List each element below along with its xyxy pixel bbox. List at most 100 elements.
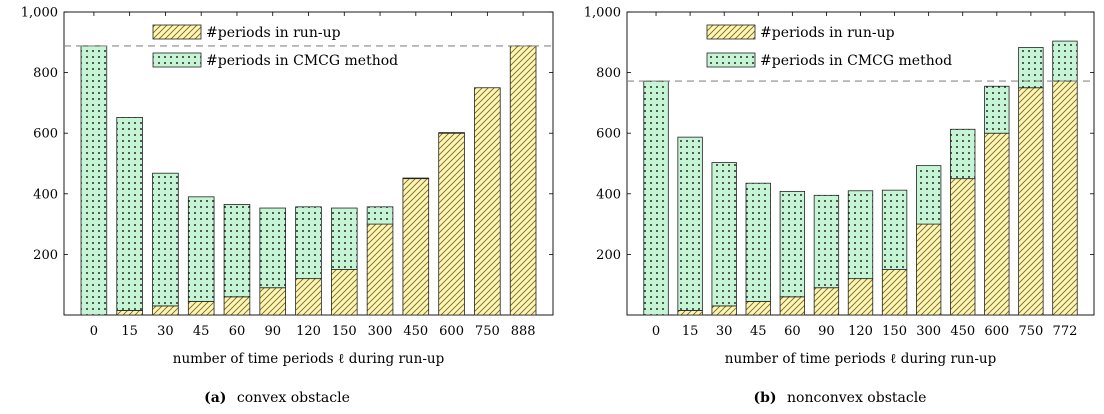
bar-cmcg-120 <box>295 206 322 280</box>
bar-runup-772 <box>1052 80 1078 316</box>
bar-cmcg-750 <box>1018 47 1044 89</box>
bar-cmcg-60 <box>223 204 251 298</box>
bar-runup-888 <box>509 45 537 316</box>
bar-cmcg-30 <box>711 162 737 307</box>
bar-cmcg-90 <box>813 194 840 289</box>
bar-cmcg-15 <box>677 136 703 311</box>
x-tick-label: 120 <box>296 324 321 339</box>
y-tick-label: 800 <box>33 66 58 81</box>
x-tick-label: 450 <box>403 324 428 339</box>
bar-runup-45 <box>187 300 215 316</box>
bar-cmcg-15 <box>116 117 143 311</box>
x-tick-label: 30 <box>157 324 174 339</box>
bar-cmcg-45 <box>187 196 215 302</box>
bar-runup-90 <box>259 287 287 316</box>
bar-cmcg-150 <box>881 189 908 270</box>
chart-panel-convex: 200 400 600 800 1,000 0 15 30 45 60 90 120 150 300 450… <box>21 6 554 367</box>
bar-runup-750 <box>1018 87 1044 316</box>
bar-runup-450 <box>950 178 976 316</box>
bar-cmcg-0 <box>80 45 108 316</box>
caption-b-label: (b) <box>754 390 777 406</box>
x-tick-label: 150 <box>332 324 357 339</box>
legend-label: #periods in CMCG method <box>760 53 952 69</box>
bar-runup-90 <box>813 287 840 316</box>
bar-cmcg-60 <box>779 190 806 298</box>
bar-cmcg-45 <box>745 182 771 302</box>
x-tick-label: 30 <box>716 324 733 339</box>
x-axis-title: number of time periods ℓ during run-up <box>725 351 996 367</box>
bar-runup-15 <box>677 310 703 316</box>
bar-runup-60 <box>779 296 806 316</box>
x-tick-label: 15 <box>682 324 699 339</box>
bar-runup-120 <box>847 278 874 316</box>
y-tick-label: 200 <box>33 248 58 263</box>
caption-a: (a) convex obstacle <box>204 390 350 406</box>
y-tick-label: 800 <box>596 66 621 81</box>
x-tick-label: 450 <box>950 324 975 339</box>
bar-cmcg-120 <box>847 190 874 280</box>
caption-b-text: nonconvex obstacle <box>787 390 926 406</box>
x-tick-label: 750 <box>1018 324 1043 339</box>
legend: #periods in run-up #periods in CMCG metho… <box>706 24 952 69</box>
bar-runup-150 <box>881 269 908 316</box>
x-tick-label: 300 <box>368 324 393 339</box>
bar-runup-300 <box>366 223 394 316</box>
y-tick-label: 1,000 <box>584 6 621 21</box>
legend-label: #periods in run-up <box>760 25 895 41</box>
bar-cmcg-300 <box>915 165 942 225</box>
x-tick-label: 45 <box>193 324 210 339</box>
legend-swatch <box>706 52 756 68</box>
x-tick-label: 888 <box>511 324 536 339</box>
bar-cmcg-772 <box>1052 40 1078 82</box>
caption-a-text: convex obstacle <box>237 390 350 406</box>
bar-runup-600 <box>438 132 465 316</box>
bar-cmcg-150 <box>330 207 358 270</box>
bar-runup-600 <box>984 132 1010 316</box>
legend-swatch <box>152 52 202 68</box>
bar-runup-150 <box>330 269 358 316</box>
bar-cmcg-90 <box>259 207 287 289</box>
y-tick-label: 1,000 <box>21 6 58 21</box>
y-tick-label: 200 <box>596 248 621 263</box>
x-tick-label: 750 <box>475 324 500 339</box>
x-tick-label: 90 <box>264 324 281 339</box>
legend-label: #periods in CMCG method <box>206 53 398 69</box>
bar-cmcg-30 <box>152 172 179 307</box>
x-tick-label: 0 <box>652 324 660 339</box>
x-tick-label: 600 <box>984 324 1009 339</box>
caption-b: (b) nonconvex obstacle <box>754 390 927 406</box>
bar-runup-750 <box>474 87 501 316</box>
bar-runup-45 <box>745 300 771 316</box>
x-tick-label: 90 <box>818 324 835 339</box>
legend-label: #periods in run-up <box>206 25 341 41</box>
x-tick-label: 60 <box>784 324 801 339</box>
y-tick-label: 400 <box>596 187 621 202</box>
y-tick-label: 400 <box>33 187 58 202</box>
bar-runup-300 <box>915 223 942 316</box>
x-tick-label: 45 <box>750 324 767 339</box>
bar-runup-120 <box>295 278 322 316</box>
legend-swatch <box>706 24 756 40</box>
bar-cmcg-450 <box>402 177 430 180</box>
bar-runup-60 <box>223 296 251 316</box>
x-axis-title: number of time periods ℓ during run-up <box>173 351 444 367</box>
caption-a-label: (a) <box>204 390 226 406</box>
x-tick-label: 60 <box>229 324 246 339</box>
bar-cmcg-600 <box>984 85 1010 134</box>
y-tick-label: 600 <box>33 127 58 142</box>
x-tick-label: 15 <box>121 324 138 339</box>
bar-runup-30 <box>152 305 179 316</box>
x-tick-label: 772 <box>1053 324 1078 339</box>
x-tick-label: 0 <box>90 324 98 339</box>
legend-swatch <box>152 24 202 40</box>
chart-panel-nonconvex: 200 400 600 800 1,000 0 15 30 45 60 90 120 150 300 450… <box>584 6 1095 367</box>
x-tick-label: 150 <box>882 324 907 339</box>
bar-runup-450 <box>402 178 430 316</box>
x-tick-label: 300 <box>916 324 941 339</box>
x-tick-label: 600 <box>439 324 464 339</box>
bar-cmcg-300 <box>366 206 394 225</box>
y-tick-label: 600 <box>596 127 621 142</box>
bar-cmcg-0 <box>643 80 669 316</box>
bar-cmcg-600 <box>438 132 465 134</box>
